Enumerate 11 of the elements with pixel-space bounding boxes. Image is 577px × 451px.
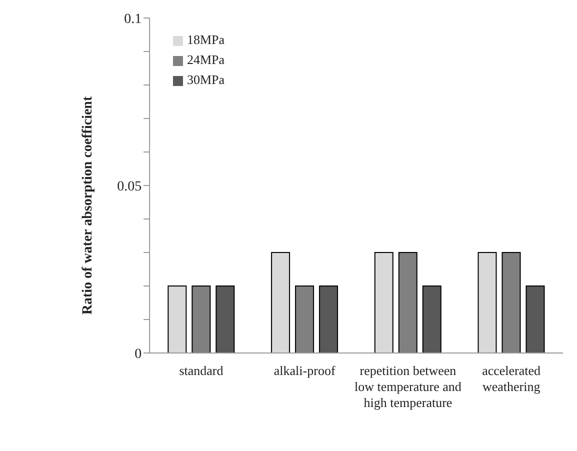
y-axis-title: Ratio of water absorption coefficient (80, 96, 96, 315)
x-tick-label: accelerated weathering (482, 363, 542, 394)
y-tick-label: 0.05 (117, 179, 142, 194)
x-tick-label: alkali-proof (274, 363, 336, 378)
legend-label: 30MPa (187, 72, 225, 87)
x-tick-label: standard (179, 363, 224, 378)
legend-label: 24MPa (187, 52, 225, 67)
y-tick-label: 0.1 (124, 12, 142, 27)
x-tick-label: repetition between low temperature and high temperature (354, 363, 462, 410)
y-tick-label: 0 (134, 346, 142, 362)
legend-label: 18MPa (187, 32, 225, 47)
